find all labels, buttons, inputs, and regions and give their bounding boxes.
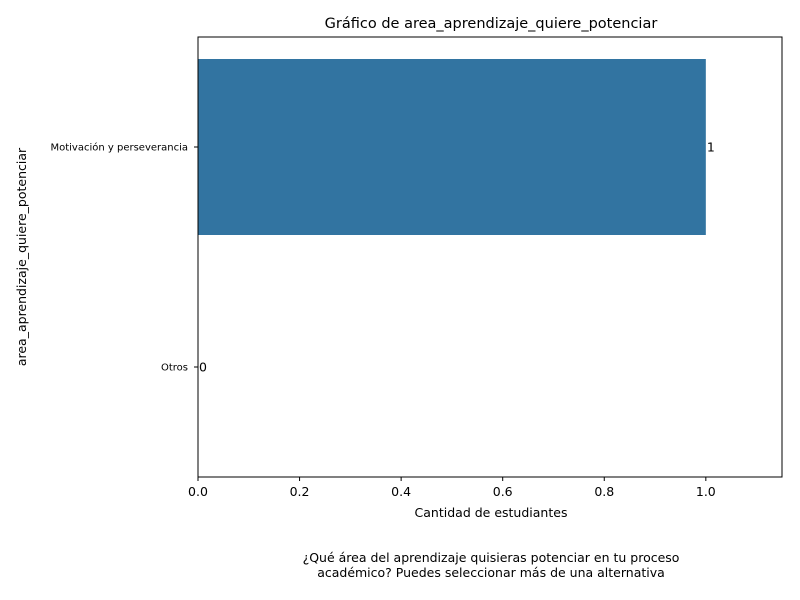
x-axis-ticks: 0.0 0.2 0.4 0.6 0.8 1.0 — [188, 477, 716, 499]
plot-frame — [197, 36, 783, 478]
x-tick-label-4: 0.8 — [594, 484, 614, 499]
caption-line-2: académico? Puedes seleccionar más de una… — [317, 565, 665, 580]
chart-caption: ¿Qué área del aprendizaje quisieras pote… — [200, 550, 782, 580]
x-tick-label-3: 0.6 — [493, 484, 513, 499]
caption-line-1: ¿Qué área del aprendizaje quisieras pote… — [302, 550, 680, 565]
value-label-0: 1 — [707, 140, 715, 155]
y-axis-ticks: Motivación y perseverancia Otros — [50, 142, 198, 374]
value-labels-group: 10 — [199, 140, 715, 375]
x-tick-label-1: 0.2 — [290, 484, 310, 499]
x-tick-label-0: 0.0 — [188, 484, 208, 499]
y-tick-label-0: Motivación y perseverancia — [50, 142, 188, 154]
value-label-1: 0 — [199, 360, 207, 375]
x-tick-label-2: 0.4 — [391, 484, 411, 499]
y-tick-label-1: Otros — [161, 363, 188, 374]
x-tick-label-5: 1.0 — [696, 484, 716, 499]
bar-0 — [198, 59, 706, 235]
x-axis-label: Cantidad de estudiantes — [415, 505, 568, 520]
y-axis-label: area_aprendizaje_quiere_potenciar — [14, 147, 29, 366]
bars-group — [198, 59, 706, 235]
chart-title: Gráfico de area_aprendizaje_quiere_poten… — [325, 16, 658, 32]
